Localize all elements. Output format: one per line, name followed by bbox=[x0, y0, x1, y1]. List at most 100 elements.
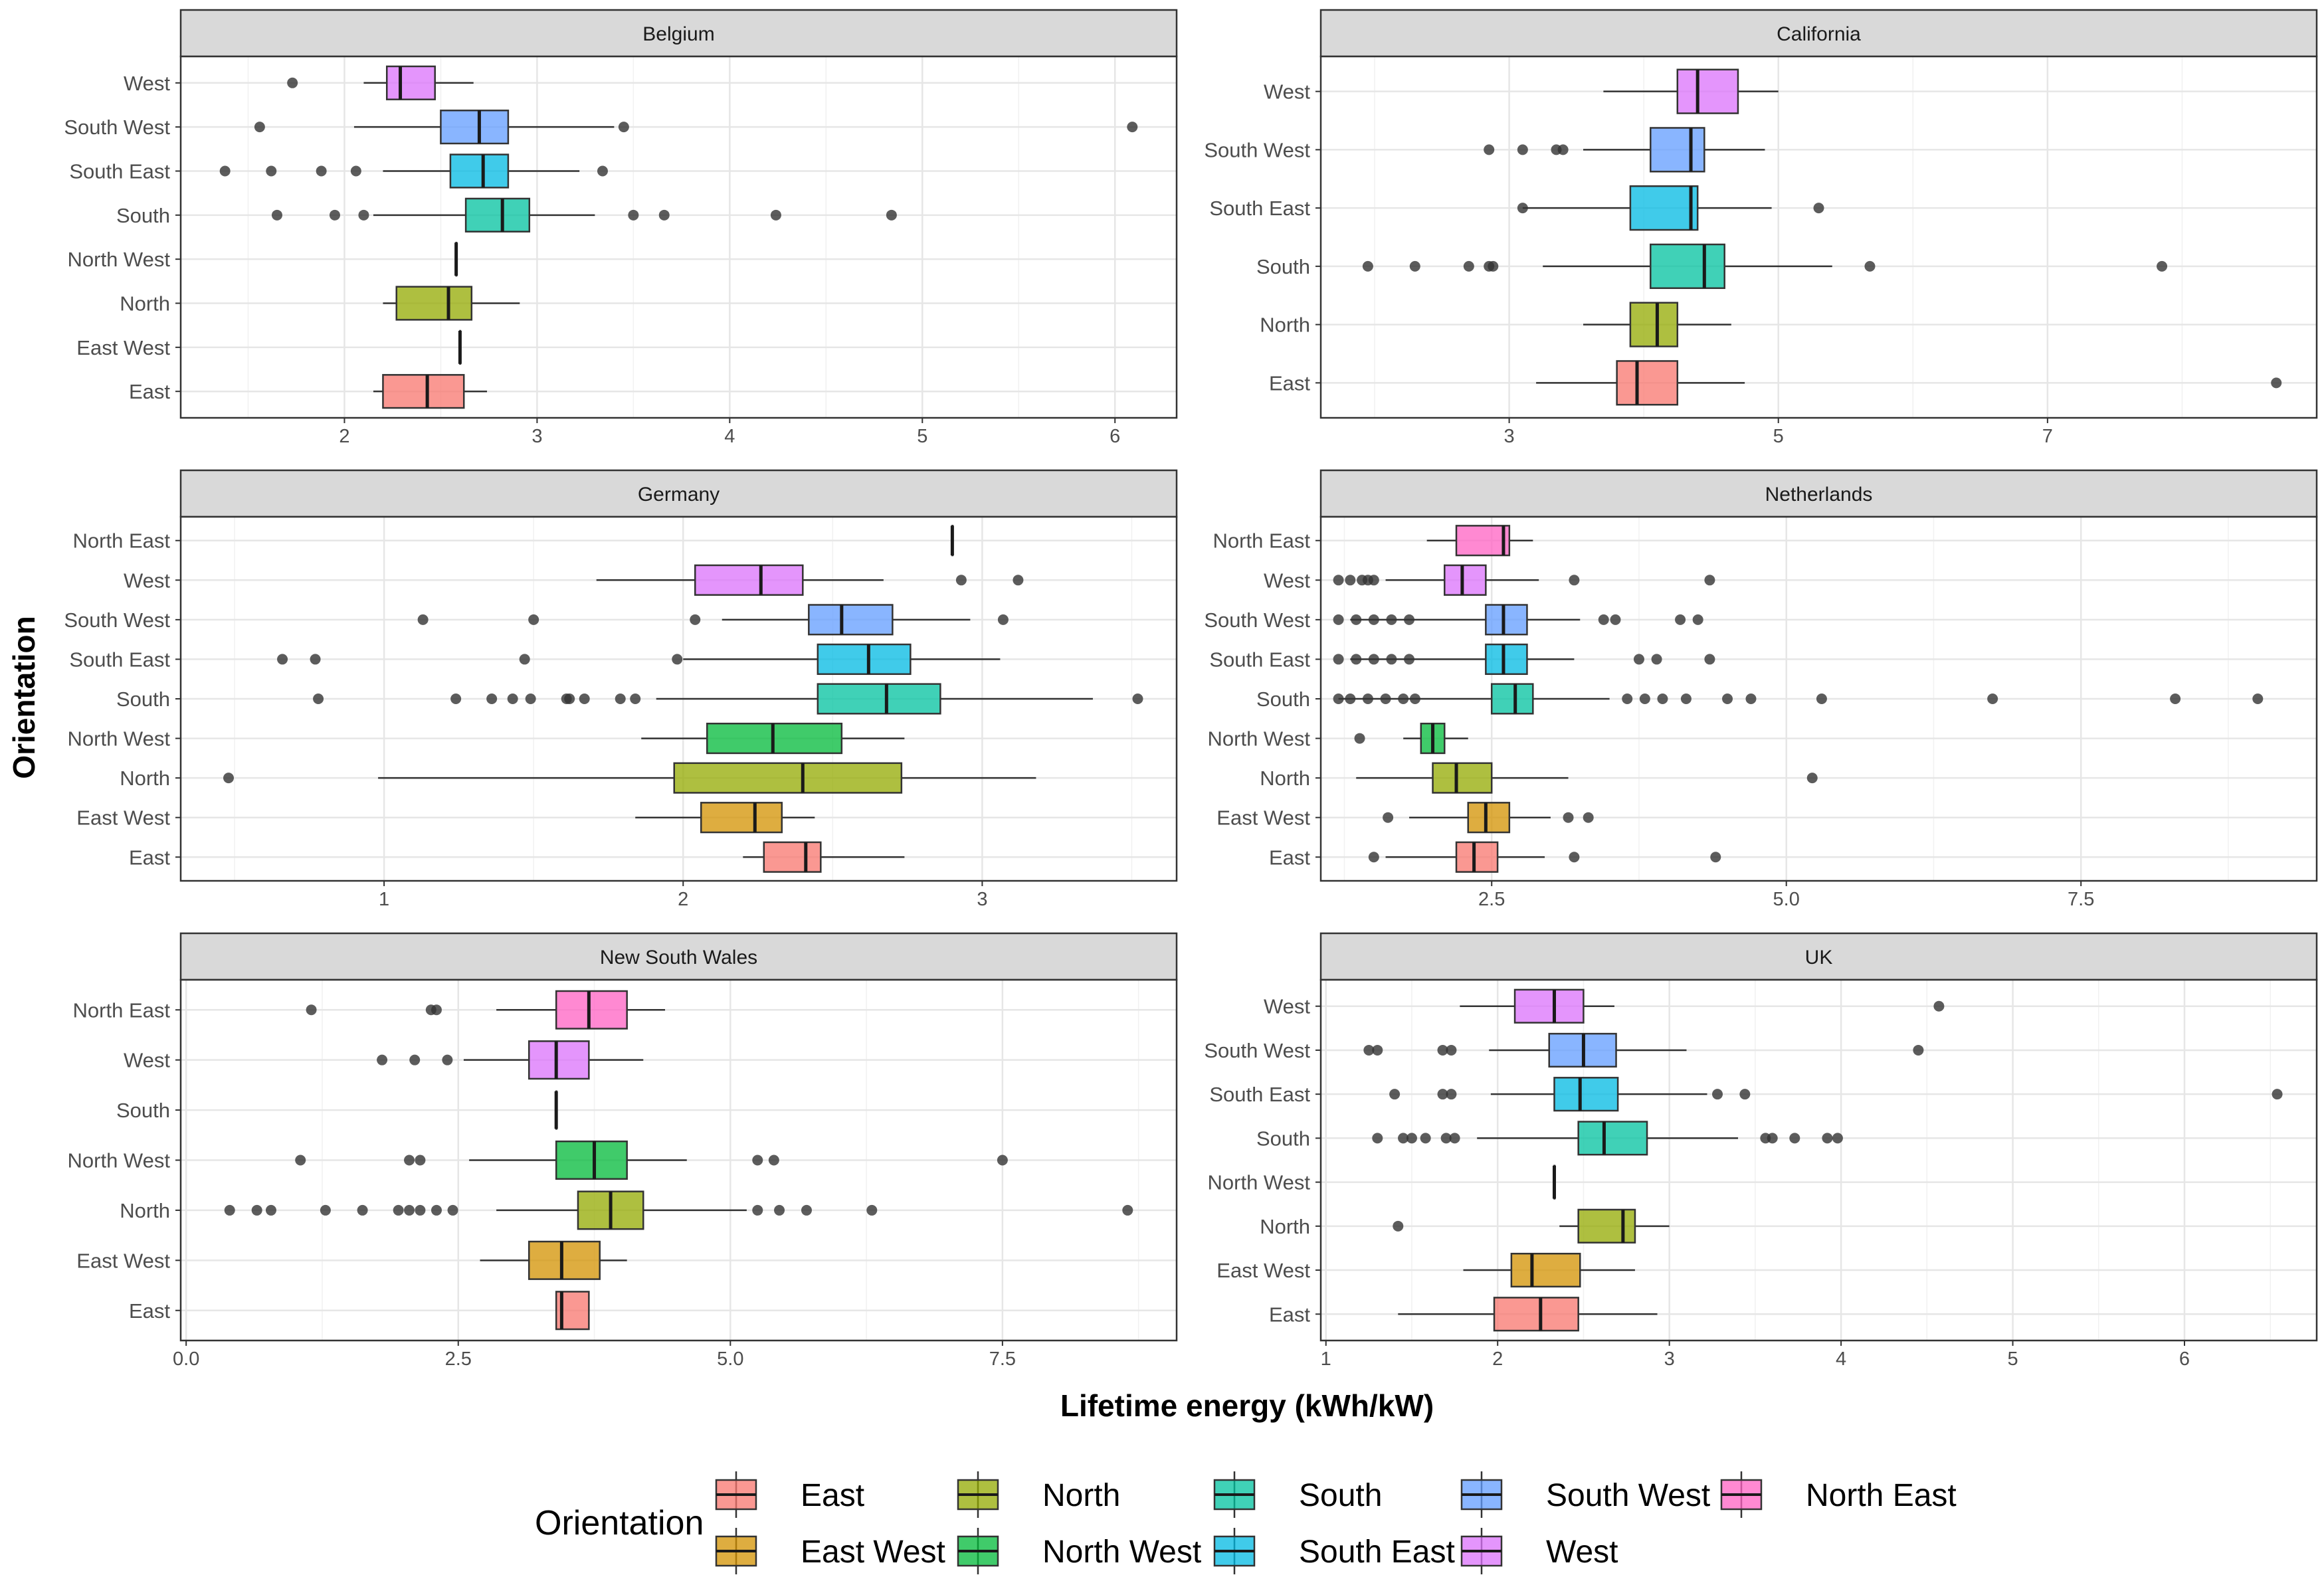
iqr-box bbox=[1444, 564, 1487, 596]
panel-uk-box-east bbox=[1398, 1297, 1658, 1332]
panel-new-south-wales-box-north bbox=[224, 1190, 1133, 1230]
outlier-point bbox=[415, 1204, 426, 1216]
panel-belgium-strip bbox=[179, 9, 1178, 58]
iqr-box bbox=[1676, 68, 1739, 114]
outlier-point bbox=[1622, 694, 1633, 704]
panel-new-south-wales-box-west bbox=[377, 1040, 644, 1080]
outlier-point bbox=[1362, 260, 1373, 272]
panel-california-x-tick-label: 7 bbox=[2042, 426, 2053, 447]
outlier-point bbox=[447, 1204, 458, 1216]
outlier-point bbox=[1933, 1000, 1945, 1012]
legend: Orientation East East West North North West… bbox=[535, 1468, 1957, 1575]
outlier-point bbox=[320, 1204, 331, 1216]
panel-california-y-label-south-east: South East bbox=[1209, 197, 1310, 220]
outlier-point bbox=[1710, 852, 1721, 863]
panel-new-south-wales-y-label-east-west: East West bbox=[76, 1249, 170, 1272]
legend-key-west: West bbox=[1456, 1525, 1618, 1575]
panel-new-south-wales: New South Wales 0.0 2.5 5.0 7.5 East East West… bbox=[68, 932, 1178, 1370]
panel-belgium-box-south-east bbox=[219, 153, 608, 189]
outlier-point bbox=[1368, 614, 1379, 625]
outlier-point bbox=[1680, 694, 1692, 704]
outlier-point bbox=[1368, 852, 1379, 863]
panel-germany-box-north bbox=[223, 762, 1036, 794]
outlier-point bbox=[450, 694, 462, 704]
panel-belgium-box-north-west bbox=[454, 242, 458, 277]
panel-germany-x-tick-label: 1 bbox=[379, 889, 389, 910]
outlier-point bbox=[310, 654, 321, 665]
iqr-box bbox=[449, 153, 510, 189]
panel-new-south-wales-x-tick-label: 2.5 bbox=[445, 1348, 472, 1370]
panel-belgium-y-label-south-east: South East bbox=[69, 159, 170, 183]
panel-germany-y-label-north-west: North West bbox=[68, 727, 171, 751]
outlier-point bbox=[628, 209, 639, 221]
panel-california-box-east bbox=[1536, 360, 2282, 406]
outlier-point bbox=[2272, 1089, 2283, 1100]
outlier-point bbox=[1362, 694, 1373, 704]
panel-belgium-x-tick-label: 5 bbox=[917, 426, 927, 447]
outlier-point bbox=[219, 165, 231, 177]
panel-germany-y-label-north-east: North East bbox=[73, 529, 171, 553]
outlier-point bbox=[1345, 575, 1356, 586]
outlier-point bbox=[1363, 1044, 1375, 1056]
iqr-box bbox=[1650, 127, 1705, 173]
legend-key-north-west: North West bbox=[953, 1525, 1201, 1575]
panel-california-y-label-east: East bbox=[1269, 371, 1310, 395]
panel-new-south-wales-border bbox=[179, 978, 1178, 1342]
outlier-point bbox=[1132, 694, 1143, 704]
outlier-point bbox=[251, 1204, 262, 1216]
outlier-point bbox=[350, 165, 361, 177]
panel-uk-strip bbox=[1319, 932, 2318, 981]
outlier-point bbox=[224, 1204, 235, 1216]
outlier-point bbox=[404, 1155, 415, 1166]
panel-uk-y-label-south: South bbox=[1256, 1127, 1310, 1150]
outlier-point bbox=[357, 1204, 368, 1216]
panel-uk-y-label-north-west: North West bbox=[1208, 1171, 1311, 1194]
iqr-box bbox=[1485, 643, 1528, 676]
outlier-point bbox=[564, 694, 575, 704]
panel-germany-y-label-south-west: South West bbox=[64, 608, 170, 632]
legend-title: Orientation bbox=[535, 1504, 704, 1542]
outlier-point bbox=[313, 694, 324, 704]
outlier-point bbox=[1404, 614, 1415, 625]
outlier-point bbox=[271, 209, 282, 221]
outlier-point bbox=[997, 614, 1009, 625]
outlier-point bbox=[1569, 575, 1580, 586]
outlier-point bbox=[1789, 1133, 1800, 1144]
iqr-box bbox=[1577, 1121, 1648, 1156]
panel-uk-y-label-west: West bbox=[1264, 995, 1310, 1018]
legend-keys: East East West North North West South South E… bbox=[711, 1468, 1957, 1575]
outlier-point bbox=[801, 1204, 812, 1216]
panel-california-x-tick-label: 5 bbox=[1773, 426, 1784, 447]
outlier-point bbox=[377, 1054, 388, 1065]
outlier-point bbox=[1372, 1133, 1383, 1144]
outlier-point bbox=[752, 1155, 763, 1166]
outlier-point bbox=[770, 209, 781, 221]
panel-belgium-y-label-east-west: East West bbox=[76, 336, 170, 359]
outlier-point bbox=[1657, 694, 1668, 704]
panel-belgium-x-tick-label: 4 bbox=[724, 426, 735, 447]
panel-new-south-wales-x-tick-label: 7.5 bbox=[989, 1348, 1016, 1370]
outlier-point bbox=[442, 1054, 453, 1065]
legend-label-west: West bbox=[1546, 1534, 1618, 1570]
outlier-point bbox=[1404, 654, 1415, 665]
legend-label-north: North bbox=[1042, 1478, 1120, 1513]
panel-germany-x-tick-label: 2 bbox=[678, 889, 688, 910]
panel-netherlands-x-tick-label: 7.5 bbox=[2068, 889, 2094, 910]
outlier-point bbox=[417, 614, 429, 625]
iqr-box bbox=[440, 110, 510, 145]
outlier-point bbox=[1354, 733, 1365, 744]
panel-germany-y-label-south-east: South East bbox=[69, 648, 170, 671]
x-axis-title: Lifetime energy (kWh/kW) bbox=[1060, 1388, 1434, 1423]
iqr-box bbox=[1510, 1252, 1581, 1288]
panel-netherlands-box-east bbox=[1368, 841, 1721, 873]
outlier-point bbox=[1333, 575, 1344, 586]
outlier-point bbox=[1449, 1133, 1460, 1144]
legend-key-north-east: North East bbox=[1716, 1468, 1957, 1521]
outlier-point bbox=[1712, 1089, 1723, 1100]
y-axis-title: Orientation bbox=[7, 616, 41, 779]
outlier-point bbox=[1610, 614, 1621, 625]
iqr-box bbox=[395, 286, 473, 321]
outlier-point bbox=[997, 1155, 1008, 1166]
panel-uk: UK 1 2 3 4 5 6 East East West North North West Sout… bbox=[1204, 932, 2318, 1370]
